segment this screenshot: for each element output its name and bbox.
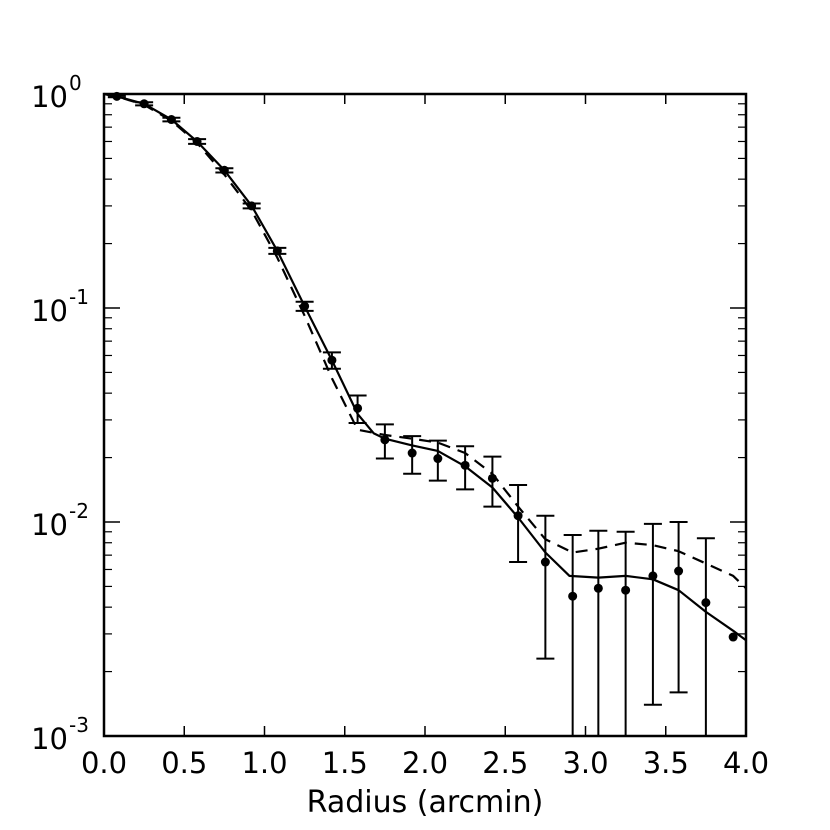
y-tick-exponent: -3 <box>69 713 89 737</box>
data-point <box>568 591 578 601</box>
y-tick-exponent: -2 <box>69 499 89 523</box>
model-curves <box>103 92 747 642</box>
data-point <box>728 632 738 642</box>
data-point <box>327 355 337 365</box>
data-point <box>621 585 631 595</box>
data-point <box>139 99 149 109</box>
x-tick-label: 2.5 <box>482 746 528 780</box>
data-point <box>166 115 176 125</box>
y-tick-exponent: -1 <box>69 285 89 309</box>
x-tick-label: 3.5 <box>643 746 689 780</box>
data-point <box>407 448 417 458</box>
data-point <box>380 435 390 445</box>
x-tick-label: 0.5 <box>161 746 207 780</box>
y-tick-label: 10 <box>31 294 68 328</box>
data-point <box>300 301 310 311</box>
x-tick-label: 1.0 <box>241 746 287 780</box>
data-point <box>648 571 658 581</box>
data-point <box>433 454 443 464</box>
x-tick-label: 2.0 <box>402 746 448 780</box>
y-tick-label: 10 <box>31 722 68 756</box>
data-point <box>674 566 684 576</box>
y-tick-exponent: 0 <box>69 71 82 95</box>
data-point <box>487 473 497 483</box>
solid-model-curve <box>103 92 747 642</box>
data-point <box>701 598 711 608</box>
dashed-model-curve <box>103 92 747 590</box>
x-tick-label: 4.0 <box>723 746 769 780</box>
x-tick-label: 0.0 <box>81 746 127 780</box>
y-tick-label: 10 <box>31 80 68 114</box>
data-point <box>272 246 282 256</box>
data-point <box>593 583 603 593</box>
data-point <box>460 460 470 470</box>
x-tick-label: 1.5 <box>322 746 368 780</box>
x-axis-label: Radius (arcmin) <box>307 785 544 820</box>
data-point <box>192 136 202 146</box>
data-point <box>247 201 257 211</box>
data-point <box>219 165 229 175</box>
x-tick-label: 3.0 <box>562 746 608 780</box>
data-point <box>540 557 550 567</box>
data-point <box>353 403 363 413</box>
data-point <box>513 511 523 521</box>
data-points <box>107 91 738 736</box>
plot-frame <box>102 92 748 738</box>
y-tick-label: 10 <box>31 508 68 542</box>
